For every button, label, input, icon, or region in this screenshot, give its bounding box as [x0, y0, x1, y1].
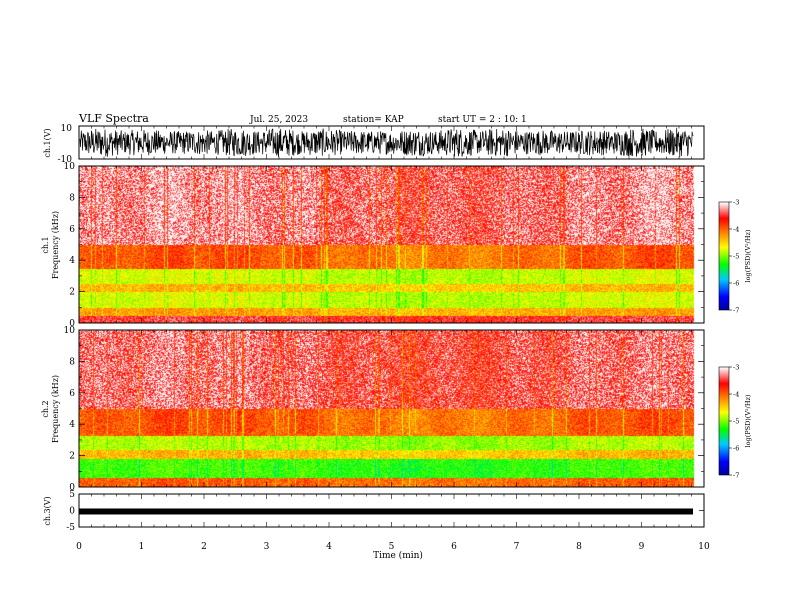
y-tick-label: 4	[69, 420, 75, 430]
y-tick-label: 5	[69, 490, 75, 500]
y-tick-label: 6	[69, 225, 75, 235]
ch2-colorbar-gradient	[719, 367, 729, 475]
y-tick-label: 8	[69, 193, 75, 203]
ch1-spectrogram-image	[79, 166, 704, 323]
colorbar-tick-label: -4	[733, 391, 739, 399]
start-ut-label: start UT = 2 : 10: 1	[438, 115, 527, 125]
ch1-ytick-bottom: -10	[58, 155, 73, 165]
ch2-spec-ylabel-frequency: Frequency (kHz)	[51, 375, 60, 443]
ch2-colorbar-label: log(PSD)(V²/Hz)	[744, 394, 752, 447]
colorbar-tick-label: -7	[733, 307, 739, 315]
y-tick-label: 6	[69, 389, 75, 399]
ch1-spec-yticks: 0 2 4 6 8 10	[64, 162, 704, 329]
x-tick-label: 10	[698, 542, 710, 552]
colorbar-tick-label: -3	[733, 199, 739, 207]
ch1-spectrogram-panel: 0 2 4 6 8 10 ch.1 Frequency (kHz)	[41, 162, 705, 329]
x-tick-label: 6	[451, 542, 457, 552]
y-tick-label: 4	[69, 256, 75, 266]
y-tick-label: 10	[64, 162, 76, 172]
x-axis-title: Time (min)	[373, 550, 423, 561]
y-tick-label: 8	[69, 357, 75, 367]
ch1-spec-ylabel-channel: ch.1	[41, 236, 50, 253]
ch1-spec-ylabel-frequency: Frequency (kHz)	[51, 211, 60, 279]
ch3-yticks: 5 0 -5	[66, 490, 704, 533]
ch1-waveform-ylabel: ch.1(V)	[43, 128, 52, 157]
x-tick-label: 4	[326, 542, 332, 552]
y-tick-label: 0	[69, 319, 75, 329]
colorbar-tick-label: -3	[733, 364, 739, 372]
ch2-spectrogram-panel: 0 2 4 6 8 10 ch.2 Frequency (kHz)	[41, 326, 705, 493]
x-tick-label: 9	[639, 542, 645, 552]
y-tick-label: 2	[69, 452, 75, 462]
ch1-waveform-panel: 10 -10 ch.1(V)	[43, 124, 705, 165]
ch2-colorbar: -3 -4 -5 -6 -7 log(PSD)(V²/Hz)	[718, 364, 752, 480]
y-tick-label: -5	[66, 523, 75, 533]
x-tick-label: 2	[201, 542, 207, 552]
station-label: station= KAP	[343, 115, 404, 125]
colorbar-tick-label: -7	[733, 472, 739, 480]
ch2-spectrogram-image	[79, 330, 704, 487]
ch1-colorbar-label: log(PSD)(V²/Hz)	[744, 229, 752, 282]
y-tick-label: 10	[64, 326, 76, 336]
date-label: Jul. 25, 2023	[249, 115, 308, 125]
ch3-waveform-trace	[79, 508, 693, 515]
x-axis-ticks	[78, 126, 705, 527]
colorbar-tick-label: -4	[733, 226, 739, 234]
colorbar-tick-label: -6	[733, 445, 739, 453]
x-tick-label: 7	[514, 542, 520, 552]
ch3-waveform-panel: 5 0 -5 ch.3(V)	[43, 490, 705, 533]
colorbar-tick-label: -5	[733, 253, 739, 261]
x-tick-label: 3	[264, 542, 270, 552]
x-tick-label: 0	[76, 542, 82, 552]
figure-title: VLF Spectra	[78, 112, 149, 125]
ch1-colorbar-ticks: -3 -4 -5 -6 -7	[729, 199, 739, 315]
ch1-ytick-top: 10	[61, 124, 73, 134]
colorbar-tick-label: -5	[733, 418, 739, 426]
y-tick-label: 0	[69, 483, 75, 493]
x-axis-tick-labels: 0 1 2 3 4 5 6 7 8 9 10	[76, 542, 710, 552]
ch2-spec-yticks: 0 2 4 6 8 10	[64, 326, 704, 493]
x-tick-label: 5	[389, 542, 395, 552]
ch3-waveform-ylabel: ch.3(V)	[43, 496, 52, 525]
x-tick-label: 1	[139, 542, 145, 552]
ch2-colorbar-ticks: -3 -4 -5 -6 -7	[729, 364, 739, 480]
x-tick-label: 8	[576, 542, 582, 552]
colorbar-tick-label: -6	[733, 280, 739, 288]
y-tick-label: 0	[69, 507, 75, 517]
ch2-spec-ylabel-channel: ch.2	[41, 400, 50, 417]
ch1-colorbar-gradient	[719, 202, 729, 310]
ch1-colorbar: -3 -4 -5 -6 -7 log(PSD)(V²/Hz)	[718, 199, 752, 315]
ch1-waveform-trace	[79, 127, 694, 158]
y-tick-label: 2	[69, 288, 75, 298]
